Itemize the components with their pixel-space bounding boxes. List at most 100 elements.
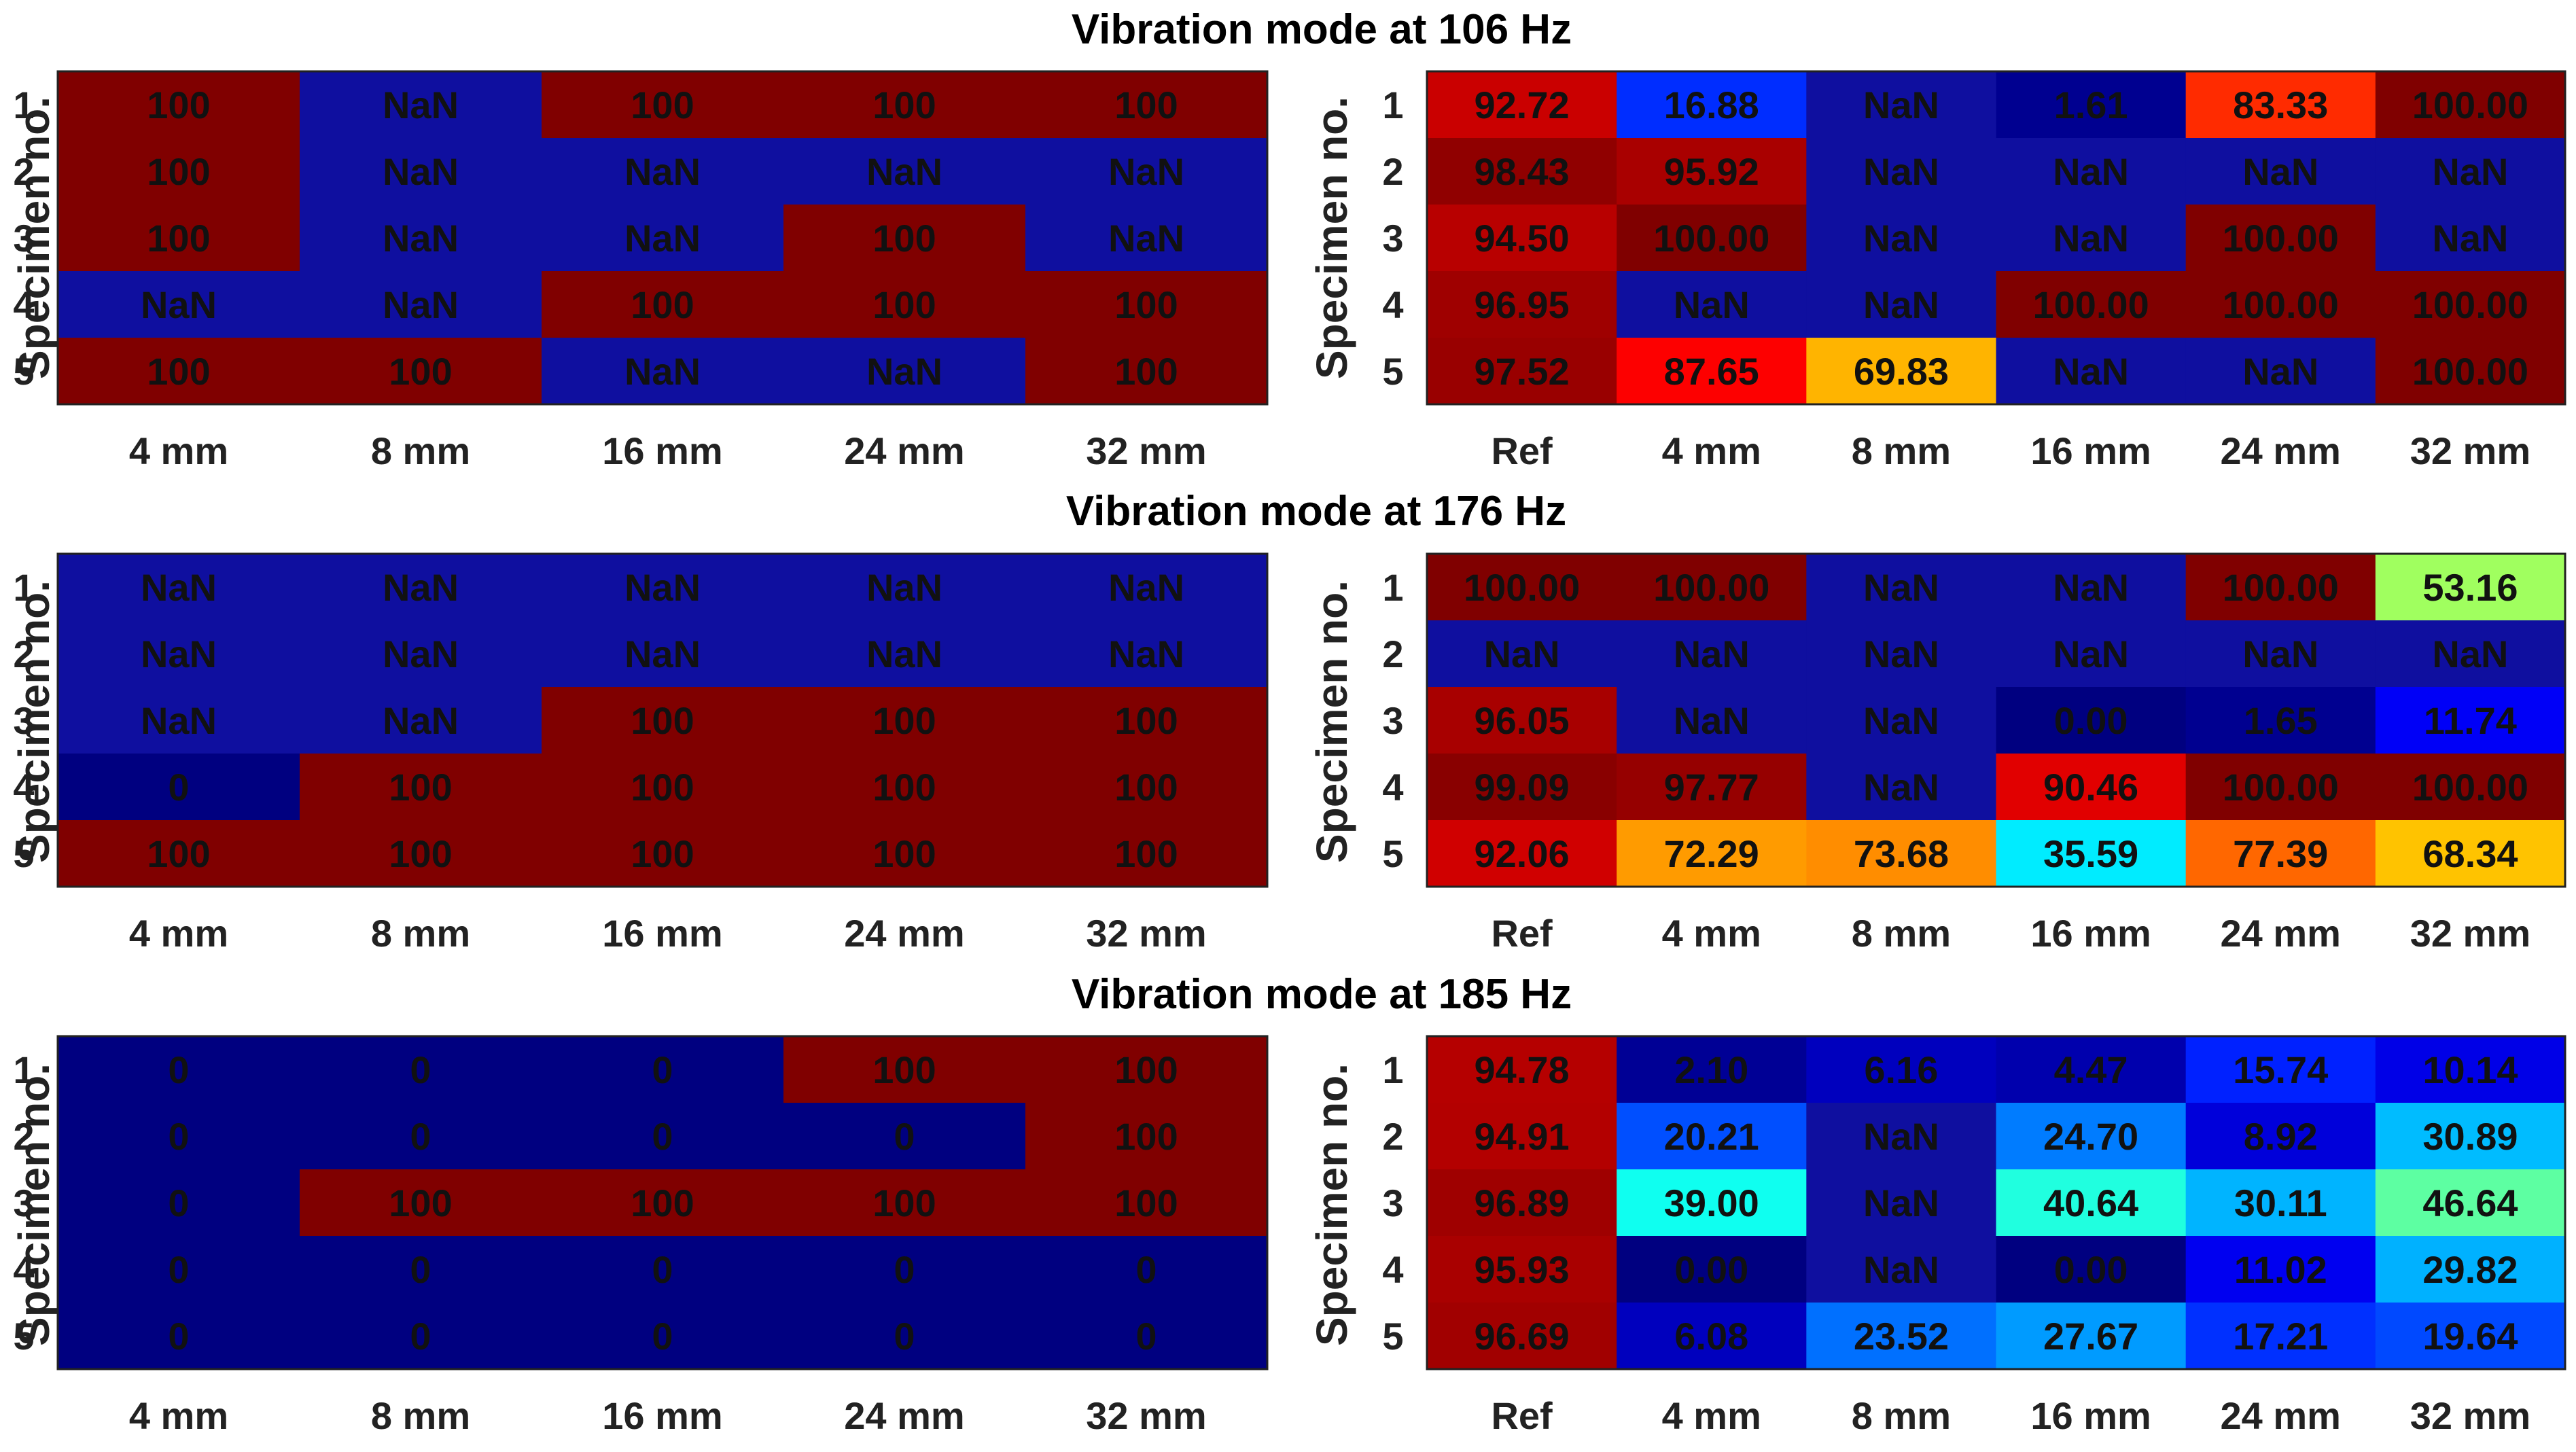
cell-value-label: NaN [624,350,701,393]
x-tick-label: 16 mm [2030,912,2151,955]
x-tick-label: 32 mm [2410,912,2530,955]
cell-value-label: 100 [872,699,936,742]
cell-value-label: 100.00 [2412,283,2528,326]
panel-frame [1426,70,2566,406]
cell-value-label: 94.78 [1475,1048,1570,1091]
cell-value-label: 100 [147,350,210,393]
heatmap-cell [783,554,1026,621]
mode-185-title: Vibration mode at 185 Hz [1072,971,1572,1018]
heatmap-cell [1025,1303,1268,1370]
cell-value-label: NaN [2242,150,2318,193]
heatmap-cells-layer: 100 NaN 100 100 100 100 NaN NaN NaN NaN 100 NaN NaN 1… [13,70,2566,1437]
heatmap-cell [1806,1303,1997,1370]
cell-value-label: 24.70 [2043,1115,2138,1158]
panel-frame [1426,552,2566,888]
heatmap-cell [1025,1103,1268,1170]
cell-value-label: 30.11 [2234,1182,2327,1224]
x-tick-label: 32 mm [2410,429,2530,472]
cell-value-label: 11.02 [2234,1248,2327,1291]
cell-value-label: NaN [383,84,459,126]
heatmap-cell [58,138,300,205]
heatmap-cell [1025,1169,1268,1237]
cell-value-label: 0.00 [1674,1248,1748,1291]
heatmap-cell [58,554,300,621]
mode-0-left-panel: 100 NaN 100 100 100 100 NaN NaN NaN NaN 100 NaN NaN 1… [13,70,1269,472]
heatmap-cell [1806,138,1997,205]
heatmap-cell [2185,1169,2376,1237]
cell-value-label: 100 [631,283,694,326]
heatmap-cell [1806,820,1997,887]
cell-value-label: NaN [1863,699,1939,742]
cell-value-label: 100 [872,217,936,260]
heatmap-cell [783,338,1026,405]
heatmap-cell [1617,71,1807,139]
cell-value-label: 0 [652,1115,673,1158]
heatmap-cell [542,205,784,272]
cell-value-label: NaN [383,566,459,609]
cell-value-label: 96.05 [1475,699,1570,742]
cell-value-label: 95.93 [1475,1248,1570,1291]
x-tick-label: 32 mm [1086,1394,1206,1437]
cell-value-label: 6.16 [1864,1048,1938,1091]
y-tick-label: 2 [1382,633,1403,675]
cell-value-label: 100 [1114,84,1178,126]
cell-value-label: NaN [1674,699,1750,742]
heatmap-cell [1427,754,1617,821]
cell-value-label: NaN [624,566,701,609]
heatmap-cell [1996,205,2187,272]
x-tick-label: 8 mm [371,429,470,472]
cell-value-label: 69.83 [1854,350,1949,393]
heatmap-cell [2375,138,2566,205]
heatmap-cell [2185,754,2376,821]
cell-value-label: NaN [141,633,217,675]
cell-value-label: 27.67 [2043,1315,2138,1358]
heatmap-cell [58,1169,300,1237]
heatmap-cell [58,1236,300,1303]
x-tick-label: 16 mm [2030,1394,2151,1437]
heatmap-cell [2185,71,2376,139]
heatmap-cell [783,1303,1026,1370]
heatmap-cell [1427,1236,1617,1303]
y-tick-label: 4 [13,1248,34,1291]
cell-value-label: 100.00 [2223,217,2339,260]
cell-value-label: 100 [147,84,210,126]
cell-value-label: NaN [1863,1248,1939,1291]
cell-value-label: 40.64 [2043,1182,2138,1224]
cell-value-label: NaN [1108,633,1184,675]
mode-2-left-panel: 0 0 0 100 100 0 0 0 0 100 0 100 100 100 100 0 0 0 0 0 0 0 0 0 0 1… [13,1035,1269,1437]
heatmap-cell [1806,1103,1997,1170]
x-tick-label: 4 mm [129,429,228,472]
cell-value-label: 100 [872,766,936,809]
heatmap-cell [2185,338,2376,405]
cell-value-label: 4.47 [2054,1048,2128,1091]
x-tick-label: 8 mm [371,912,470,955]
cell-value-label: 100 [1114,350,1178,393]
heatmap-cell [300,138,542,205]
cell-value-label: 100 [872,283,936,326]
y-tick-label: 3 [13,217,34,260]
heatmap-cell [2375,687,2566,754]
cell-value-label: 53.16 [2422,566,2518,609]
y-tick-label: 2 [13,150,34,193]
heatmap-cell [542,271,784,338]
heatmap-cell [2375,620,2566,688]
cell-value-label: 100 [389,766,452,809]
heatmap-cell [300,1236,542,1303]
cell-value-label: 98.43 [1475,150,1570,193]
panel-frame [1426,1035,2566,1370]
cell-value-label: NaN [1863,84,1939,126]
x-tick-label: 8 mm [1852,1394,1951,1437]
cell-value-label: 100.00 [1653,217,1769,260]
heatmap-cell [2375,554,2566,621]
heatmap-cell [58,1103,300,1170]
heatmap-cell [1806,1036,1997,1103]
cell-value-label: NaN [1108,217,1184,260]
heatmap-cell [2375,205,2566,272]
cell-value-label: 94.50 [1475,217,1570,260]
cell-value-label: 0 [168,1182,189,1224]
y-tick-label: 3 [1382,699,1403,742]
cell-value-label: NaN [866,633,942,675]
cell-value-label: 92.06 [1475,832,1570,875]
heatmap-cell [1617,1036,1807,1103]
cell-value-label: NaN [1863,217,1939,260]
